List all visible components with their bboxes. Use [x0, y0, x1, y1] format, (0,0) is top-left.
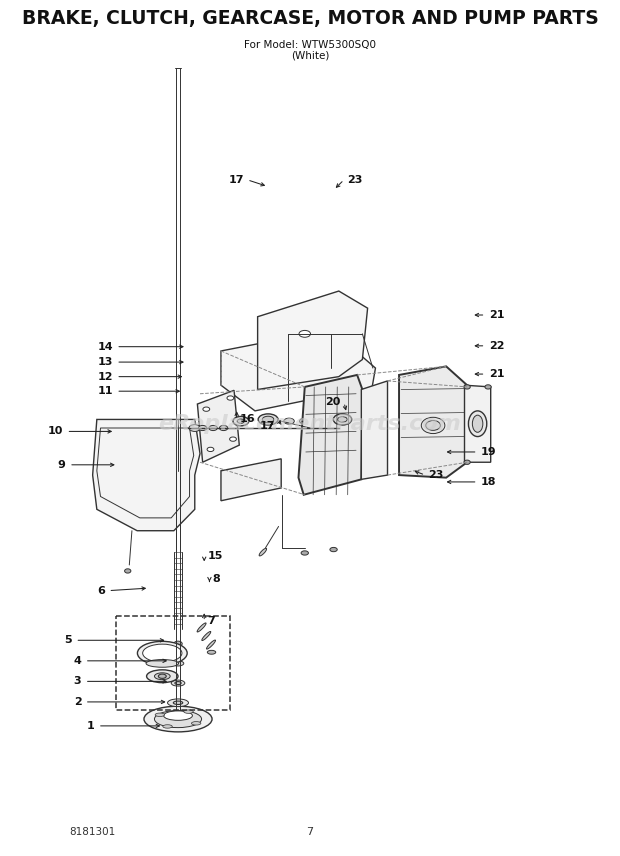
- Ellipse shape: [258, 414, 278, 425]
- Ellipse shape: [426, 420, 440, 431]
- Bar: [116, 616, 231, 710]
- Text: 3: 3: [74, 676, 81, 687]
- Ellipse shape: [334, 414, 352, 425]
- Text: 15: 15: [208, 551, 223, 562]
- Text: 12: 12: [97, 372, 113, 382]
- Text: 19: 19: [481, 447, 497, 457]
- Ellipse shape: [171, 681, 185, 687]
- Ellipse shape: [146, 669, 178, 683]
- Text: 9: 9: [58, 460, 66, 470]
- Polygon shape: [92, 419, 200, 531]
- Polygon shape: [399, 366, 467, 478]
- Ellipse shape: [237, 419, 244, 424]
- Text: 14: 14: [97, 342, 113, 352]
- Ellipse shape: [207, 448, 214, 452]
- Ellipse shape: [146, 659, 179, 668]
- Ellipse shape: [301, 551, 308, 556]
- Ellipse shape: [203, 407, 210, 412]
- Ellipse shape: [167, 698, 188, 706]
- Polygon shape: [298, 375, 362, 495]
- Ellipse shape: [184, 710, 193, 713]
- Ellipse shape: [138, 641, 187, 665]
- Text: 23: 23: [347, 175, 363, 185]
- Ellipse shape: [197, 623, 206, 632]
- Ellipse shape: [262, 416, 274, 423]
- Ellipse shape: [290, 362, 304, 370]
- Text: 13: 13: [97, 357, 113, 367]
- Text: 8181301: 8181301: [69, 827, 115, 837]
- Ellipse shape: [175, 681, 181, 685]
- Text: For Model: WTW5300SQ0: For Model: WTW5300SQ0: [244, 40, 376, 51]
- Text: 5: 5: [64, 635, 72, 645]
- Ellipse shape: [259, 549, 267, 556]
- Ellipse shape: [299, 330, 311, 337]
- Ellipse shape: [229, 437, 236, 442]
- Text: 21: 21: [489, 310, 504, 320]
- Ellipse shape: [192, 722, 201, 725]
- Ellipse shape: [233, 417, 249, 426]
- Ellipse shape: [164, 710, 192, 721]
- Ellipse shape: [422, 418, 445, 434]
- Ellipse shape: [472, 415, 483, 432]
- Ellipse shape: [172, 661, 184, 666]
- Text: 7: 7: [306, 827, 314, 837]
- Text: 18: 18: [481, 477, 497, 487]
- Polygon shape: [221, 459, 281, 501]
- Text: 23: 23: [428, 470, 444, 480]
- Text: 11: 11: [97, 386, 113, 396]
- Ellipse shape: [485, 385, 491, 389]
- Polygon shape: [221, 330, 376, 411]
- Text: 17: 17: [228, 175, 244, 185]
- Ellipse shape: [154, 710, 202, 728]
- Text: 22: 22: [489, 341, 504, 351]
- Polygon shape: [464, 385, 490, 462]
- Text: 8: 8: [213, 574, 221, 584]
- Ellipse shape: [202, 632, 211, 640]
- Text: 20: 20: [326, 397, 340, 407]
- Ellipse shape: [189, 425, 200, 431]
- Ellipse shape: [174, 641, 182, 646]
- Ellipse shape: [469, 411, 487, 437]
- Polygon shape: [258, 291, 368, 389]
- Ellipse shape: [464, 385, 470, 389]
- Text: (White): (White): [291, 51, 329, 61]
- Ellipse shape: [284, 419, 294, 425]
- Ellipse shape: [174, 701, 183, 704]
- Ellipse shape: [227, 396, 234, 401]
- Text: 17: 17: [260, 421, 275, 431]
- Ellipse shape: [143, 645, 182, 663]
- Ellipse shape: [464, 461, 470, 465]
- Text: 6: 6: [97, 586, 105, 596]
- Ellipse shape: [330, 548, 337, 552]
- Ellipse shape: [338, 417, 347, 422]
- Text: 4: 4: [74, 656, 81, 666]
- Ellipse shape: [207, 651, 216, 654]
- Text: eReplacementParts.com: eReplacementParts.com: [159, 413, 461, 434]
- Text: BRAKE, CLUTCH, GEARCASE, MOTOR AND PUMP PARTS: BRAKE, CLUTCH, GEARCASE, MOTOR AND PUMP …: [22, 9, 598, 28]
- Ellipse shape: [206, 640, 216, 649]
- Polygon shape: [361, 381, 388, 479]
- Polygon shape: [197, 390, 239, 462]
- Text: 2: 2: [74, 697, 81, 707]
- Text: 21: 21: [489, 369, 504, 379]
- Ellipse shape: [158, 675, 166, 678]
- Ellipse shape: [125, 569, 131, 574]
- Text: 1: 1: [87, 721, 94, 731]
- Text: 7: 7: [208, 616, 215, 627]
- Ellipse shape: [163, 725, 172, 728]
- Ellipse shape: [154, 673, 170, 680]
- Ellipse shape: [198, 425, 207, 431]
- Ellipse shape: [144, 706, 212, 732]
- Ellipse shape: [299, 419, 310, 425]
- Text: 10: 10: [48, 426, 63, 437]
- Ellipse shape: [155, 713, 164, 716]
- Ellipse shape: [209, 425, 217, 431]
- Ellipse shape: [219, 425, 228, 431]
- Text: 16: 16: [240, 414, 255, 425]
